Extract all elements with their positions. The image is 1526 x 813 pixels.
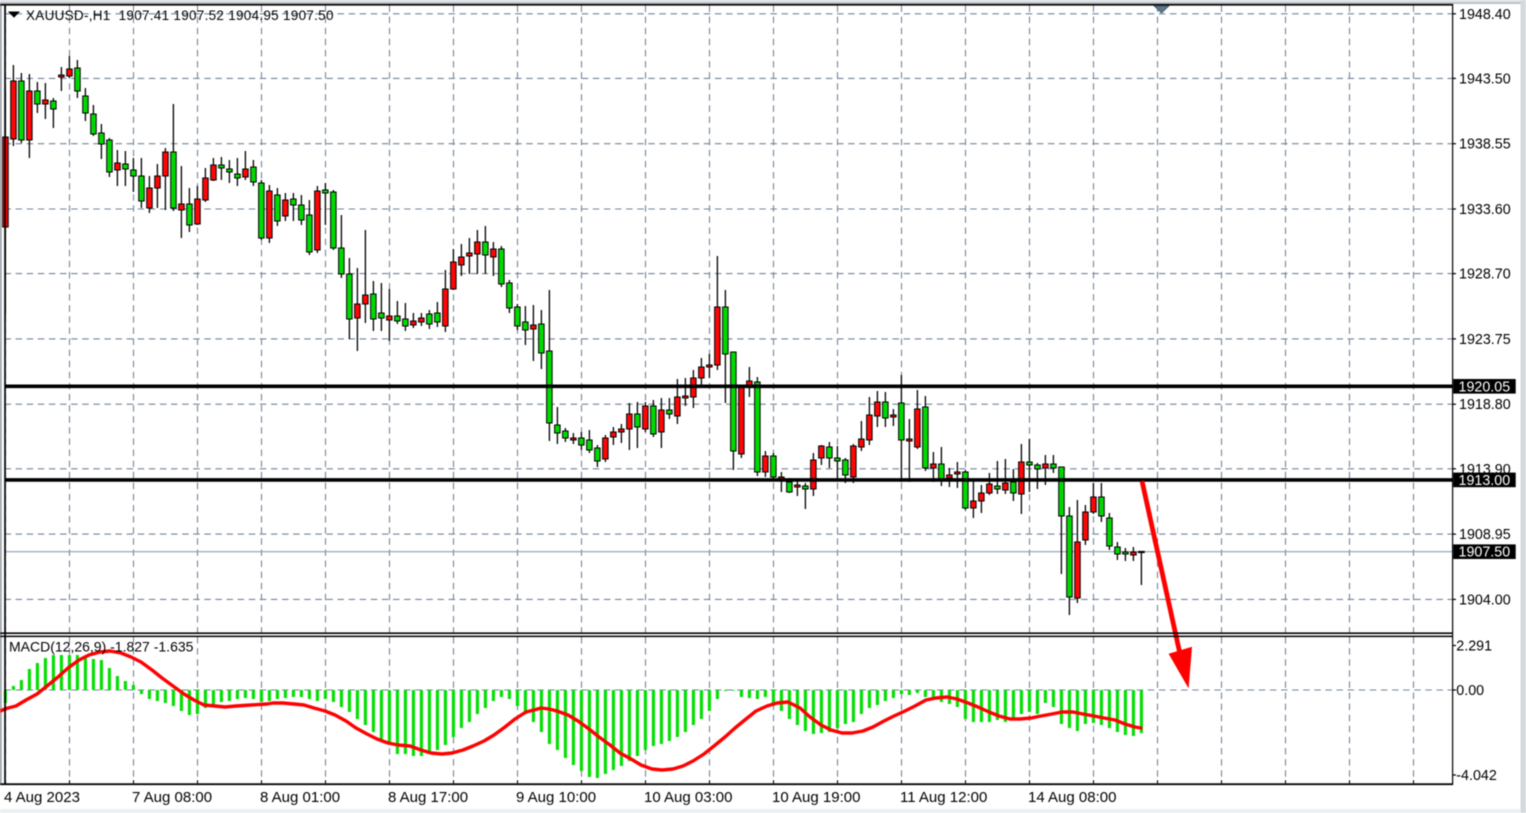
- svg-text:10 Aug 19:00: 10 Aug 19:00: [772, 789, 860, 806]
- svg-text:1938.55: 1938.55: [1459, 137, 1511, 153]
- svg-text:0.00: 0.00: [1456, 683, 1484, 699]
- svg-text:9 Aug 10:00: 9 Aug 10:00: [516, 789, 596, 806]
- svg-text:1928.70: 1928.70: [1459, 267, 1511, 283]
- svg-text:14 Aug 08:00: 14 Aug 08:00: [1028, 789, 1116, 806]
- svg-text:2.291: 2.291: [1456, 639, 1492, 655]
- svg-text:10 Aug 03:00: 10 Aug 03:00: [644, 789, 732, 806]
- svg-text:8 Aug 01:00: 8 Aug 01:00: [260, 789, 340, 806]
- svg-text:8 Aug 17:00: 8 Aug 17:00: [388, 789, 468, 806]
- svg-text:1918.80: 1918.80: [1459, 397, 1511, 413]
- svg-text:1948.40: 1948.40: [1459, 7, 1511, 23]
- svg-text:-4.042: -4.042: [1456, 768, 1497, 784]
- svg-text:1913.00: 1913.00: [1459, 473, 1511, 489]
- svg-text:1907.50: 1907.50: [1459, 545, 1511, 561]
- svg-text:1943.50: 1943.50: [1459, 71, 1511, 87]
- svg-text:1933.60: 1933.60: [1459, 202, 1511, 218]
- svg-text:7 Aug 08:00: 7 Aug 08:00: [132, 789, 212, 806]
- svg-text:1904.00: 1904.00: [1459, 592, 1511, 608]
- svg-text:4 Aug 2023: 4 Aug 2023: [4, 789, 80, 806]
- svg-text:XAUUSD-,H1 1907.41 1907.52 19: XAUUSD-,H1 1907.41 1907.52 1904.95 1907.…: [26, 8, 334, 23]
- svg-text:11 Aug 12:00: 11 Aug 12:00: [900, 789, 987, 806]
- svg-text:1923.75: 1923.75: [1459, 332, 1511, 348]
- svg-text:1920.05: 1920.05: [1459, 379, 1511, 395]
- svg-text:1908.95: 1908.95: [1459, 527, 1511, 543]
- svg-text:MACD(12,26,9) -1.827 -1.635: MACD(12,26,9) -1.827 -1.635: [9, 639, 194, 655]
